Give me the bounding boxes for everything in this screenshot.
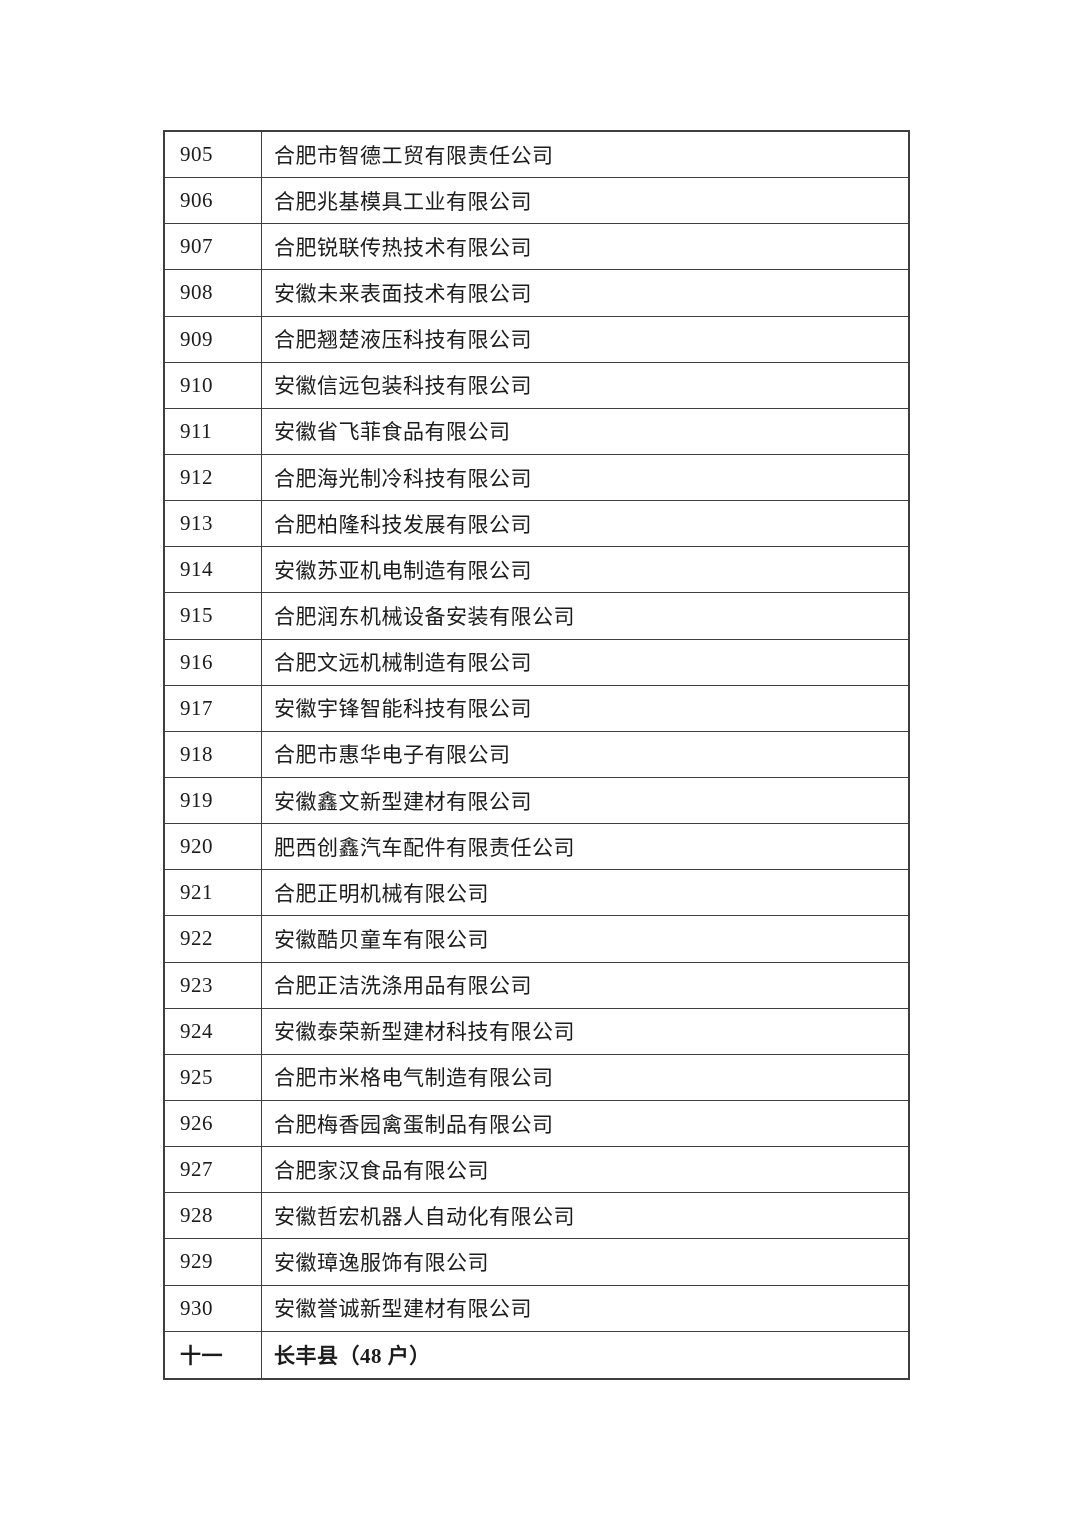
table-row: 921 合肥正明机械有限公司 bbox=[165, 870, 908, 917]
company-name-cell: 合肥文远机械制造有限公司 bbox=[274, 651, 532, 676]
row-number-cell: 909 bbox=[165, 316, 262, 362]
table-row: 910 安徽信远包装科技有限公司 bbox=[165, 362, 908, 409]
company-name-cell: 安徽信远包装科技有限公司 bbox=[274, 374, 532, 399]
row-number-cell: 921 bbox=[165, 870, 262, 916]
table-row: 909 合肥翘楚液压科技有限公司 bbox=[165, 316, 908, 363]
table-row: 926 合肥梅香园禽蛋制品有限公司 bbox=[165, 1100, 908, 1148]
table-row: 918 合肥市惠华电子有限公司 bbox=[165, 731, 908, 778]
company-name-cell: 安徽璋逸服饰有限公司 bbox=[274, 1250, 489, 1275]
table-row: 911 安徽省飞菲食品有限公司 bbox=[165, 408, 908, 455]
row-number-cell: 911 bbox=[165, 408, 262, 454]
company-name-cell: 长丰县（48 户） bbox=[274, 1343, 431, 1368]
table-row: 924 安徽泰荣新型建材科技有限公司 bbox=[165, 1008, 908, 1055]
company-name-cell: 合肥家汉食品有限公司 bbox=[274, 1158, 489, 1183]
row-number-cell: 922 bbox=[165, 916, 262, 962]
company-name-cell: 肥西创鑫汽车配件有限责任公司 bbox=[274, 835, 575, 860]
table-row: 906 合肥兆基模具工业有限公司 bbox=[165, 178, 908, 225]
company-table: 905 合肥市智德工贸有限责任公司 906 合肥兆基模具工业有限公司 907 合… bbox=[163, 130, 910, 1380]
row-number-cell: 908 bbox=[165, 270, 262, 316]
table-row: 928 安徽哲宏机器人自动化有限公司 bbox=[165, 1193, 908, 1240]
row-number-cell: 920 bbox=[165, 824, 262, 870]
table-row: 916 合肥文远机械制造有限公司 bbox=[165, 639, 908, 686]
company-name-cell: 合肥兆基模具工业有限公司 bbox=[274, 189, 532, 214]
company-name-cell: 合肥润东机械设备安装有限公司 bbox=[274, 604, 575, 629]
company-name-cell: 合肥海光制冷科技有限公司 bbox=[274, 466, 532, 491]
table-row: 922 安徽酷贝童车有限公司 bbox=[165, 916, 908, 963]
company-name-cell: 合肥锐联传热技术有限公司 bbox=[274, 235, 532, 260]
table-row: 930 安徽誉诚新型建材有限公司 bbox=[165, 1285, 908, 1332]
table-row: 905 合肥市智德工贸有限责任公司 bbox=[165, 132, 908, 179]
row-number-cell: 929 bbox=[165, 1239, 262, 1285]
table-row: 929 安徽璋逸服饰有限公司 bbox=[165, 1239, 908, 1286]
company-name-cell: 安徽酷贝童车有限公司 bbox=[274, 927, 489, 952]
row-number-cell: 906 bbox=[165, 178, 262, 224]
company-name-cell: 安徽苏亚机电制造有限公司 bbox=[274, 558, 532, 583]
company-name-cell: 安徽泰荣新型建材科技有限公司 bbox=[274, 1020, 575, 1045]
row-number-cell: 915 bbox=[165, 593, 262, 639]
row-number-cell: 927 bbox=[165, 1147, 262, 1193]
company-name-cell: 安徽鑫文新型建材有限公司 bbox=[274, 789, 532, 814]
company-name-cell: 安徽哲宏机器人自动化有限公司 bbox=[274, 1204, 575, 1229]
table-row: 十一 长丰县（48 户） bbox=[165, 1331, 908, 1378]
table-row: 907 合肥锐联传热技术有限公司 bbox=[165, 224, 908, 271]
company-name-cell: 合肥市智德工贸有限责任公司 bbox=[274, 143, 554, 168]
row-number-cell: 913 bbox=[165, 501, 262, 547]
company-name-cell: 合肥正洁洗涤用品有限公司 bbox=[274, 974, 532, 999]
company-name-cell: 合肥翘楚液压科技有限公司 bbox=[274, 328, 532, 353]
table-row: 908 安徽未来表面技术有限公司 bbox=[165, 270, 908, 317]
company-name-cell: 安徽省飞菲食品有限公司 bbox=[274, 420, 511, 445]
company-name-cell: 合肥正明机械有限公司 bbox=[274, 881, 489, 906]
company-name-cell: 合肥市米格电气制造有限公司 bbox=[274, 1066, 554, 1091]
company-name-cell: 安徽誉诚新型建材有限公司 bbox=[274, 1297, 532, 1322]
row-number-cell: 918 bbox=[165, 731, 262, 777]
table-row: 914 安徽苏亚机电制造有限公司 bbox=[165, 547, 908, 594]
row-number-cell: 912 bbox=[165, 454, 262, 501]
table-row: 913 合肥柏隆科技发展有限公司 bbox=[165, 501, 908, 548]
row-number-cell: 914 bbox=[165, 547, 262, 593]
company-name-cell: 安徽宇锋智能科技有限公司 bbox=[274, 697, 532, 722]
row-number-cell: 910 bbox=[165, 362, 262, 408]
row-number-cell: 930 bbox=[165, 1285, 262, 1331]
table-row: 915 合肥润东机械设备安装有限公司 bbox=[165, 593, 908, 640]
row-number-cell: 919 bbox=[165, 777, 262, 824]
row-number-cell: 928 bbox=[165, 1193, 262, 1239]
company-name-cell: 合肥柏隆科技发展有限公司 bbox=[274, 512, 532, 537]
row-number-cell: 924 bbox=[165, 1008, 262, 1054]
company-name-cell: 安徽未来表面技术有限公司 bbox=[274, 281, 532, 306]
table-row: 923 合肥正洁洗涤用品有限公司 bbox=[165, 962, 908, 1009]
row-number-cell: 916 bbox=[165, 639, 262, 685]
company-name-cell: 合肥市惠华电子有限公司 bbox=[274, 743, 511, 768]
row-number-cell: 907 bbox=[165, 224, 262, 270]
table-row: 920 肥西创鑫汽车配件有限责任公司 bbox=[165, 824, 908, 871]
row-number-cell: 十一 bbox=[165, 1331, 262, 1378]
row-number-cell: 905 bbox=[165, 132, 262, 178]
table-row: 917 安徽宇锋智能科技有限公司 bbox=[165, 685, 908, 732]
row-number-cell: 926 bbox=[165, 1100, 262, 1147]
table-row: 925 合肥市米格电气制造有限公司 bbox=[165, 1054, 908, 1101]
table-row: 912 合肥海光制冷科技有限公司 bbox=[165, 454, 908, 502]
table-row: 919 安徽鑫文新型建材有限公司 bbox=[165, 777, 908, 825]
row-number-cell: 923 bbox=[165, 962, 262, 1008]
table-row: 927 合肥家汉食品有限公司 bbox=[165, 1147, 908, 1194]
row-number-cell: 925 bbox=[165, 1054, 262, 1100]
company-name-cell: 合肥梅香园禽蛋制品有限公司 bbox=[274, 1112, 554, 1137]
row-number-cell: 917 bbox=[165, 685, 262, 731]
